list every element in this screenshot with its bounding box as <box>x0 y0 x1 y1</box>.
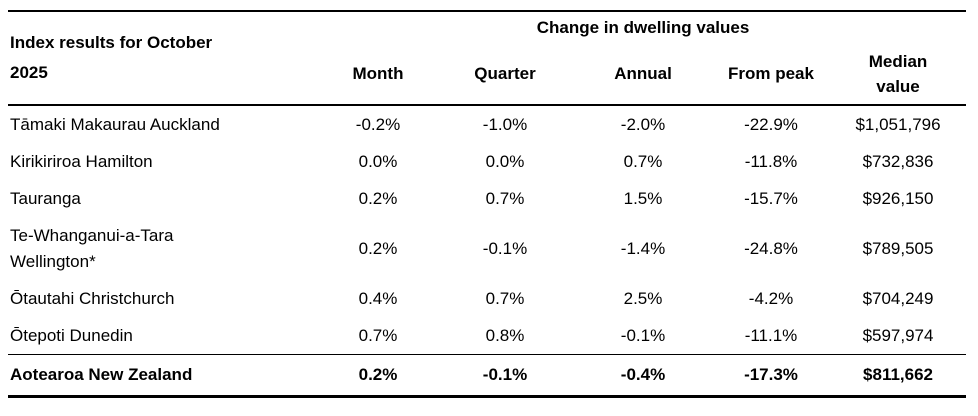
from-peak-cell: -15.7% <box>744 188 798 208</box>
col-header-month: Month <box>352 64 404 84</box>
median-value-cell: $597,974 <box>862 325 934 345</box>
annual-cell: -1.4% <box>620 238 666 258</box>
annual-cell: -0.4% <box>620 365 666 385</box>
annual-cell: 0.7% <box>623 151 663 171</box>
group-header-change-in-dwelling-values: Change in dwelling values <box>536 18 750 38</box>
table-title: Index results for October 2025 <box>10 33 213 82</box>
from-peak-cell: -24.8% <box>744 238 798 258</box>
table-row-dunedin: Ōtepoti Dunedin 0.7% 0.8% -0.1% -11.1% $… <box>8 317 966 355</box>
quarter-cell: 0.7% <box>485 188 525 208</box>
column-header-row: Month Quarter Annual From peak Median va… <box>8 44 966 105</box>
quarter-cell: 0.0% <box>485 151 525 171</box>
month-cell: 0.0% <box>358 151 398 171</box>
from-peak-cell: -17.3% <box>744 365 798 385</box>
region-cell: Ōtepoti Dunedin <box>10 325 133 345</box>
median-value-cell: $926,150 <box>862 188 934 208</box>
table-header: Index results for October 2025 Change in… <box>8 11 967 105</box>
quarter-cell: 0.7% <box>485 288 525 308</box>
month-cell: 0.7% <box>358 325 398 345</box>
median-value-cell: $811,662 <box>863 365 933 385</box>
from-peak-cell: -11.1% <box>744 325 798 345</box>
annual-cell: -2.0% <box>620 114 666 134</box>
table-row-christchurch: Ōtautahi Christchurch 0.4% 0.7% 2.5% -4.… <box>8 280 966 317</box>
region-cell: Ōtautahi Christchurch <box>10 288 175 308</box>
from-peak-cell: -22.9% <box>744 114 798 134</box>
table-row-wellington: Te-Whanganui-a-Tara Wellington* 0.2% -0.… <box>8 217 966 280</box>
annual-cell: 2.5% <box>623 288 663 308</box>
region-cell: Aotearoa New Zealand <box>10 365 193 385</box>
month-cell: 0.2% <box>358 365 398 385</box>
table-row-new-zealand-total: Aotearoa New Zealand 0.2% -0.1% -0.4% -1… <box>8 354 967 397</box>
median-value-cell: $1,051,796 <box>855 114 941 134</box>
median-value-cell: $789,505 <box>862 238 934 258</box>
col-header-annual: Annual <box>614 64 672 84</box>
group-header-row: Index results for October 2025 Change in… <box>8 11 966 82</box>
region-cell: Tauranga <box>10 188 81 208</box>
table-row-tauranga: Tauranga 0.2% 0.7% 1.5% -15.7% $926,150 <box>8 180 966 217</box>
month-cell: 0.4% <box>358 288 398 308</box>
month-cell: -0.2% <box>355 114 401 134</box>
region-cell: Kirikiriroa Hamilton <box>10 151 153 171</box>
from-peak-cell: -11.8% <box>744 151 798 171</box>
quarter-cell: -1.0% <box>482 114 528 134</box>
month-cell: 0.2% <box>358 188 398 208</box>
from-peak-cell: -4.2% <box>748 288 794 308</box>
annual-cell: -0.1% <box>620 325 666 345</box>
median-value-cell: $704,249 <box>862 288 934 308</box>
month-cell: 0.2% <box>358 238 398 258</box>
quarter-cell: -0.1% <box>482 365 528 385</box>
table-body: Tāmaki Makaurau Auckland -0.2% -1.0% -2.… <box>8 105 966 355</box>
table-row-hamilton: Kirikiriroa Hamilton 0.0% 0.0% 0.7% -11.… <box>8 143 966 180</box>
quarter-cell: -0.1% <box>482 238 528 258</box>
dwelling-values-table: Index results for October 2025 Change in… <box>8 10 967 398</box>
region-cell: Tāmaki Makaurau Auckland <box>10 114 220 134</box>
table-footer: Aotearoa New Zealand 0.2% -0.1% -0.4% -1… <box>8 354 967 397</box>
annual-cell: 1.5% <box>623 188 663 208</box>
col-header-median-value: Median value <box>868 51 928 97</box>
col-header-from-peak: From peak <box>728 64 814 84</box>
table-row-auckland: Tāmaki Makaurau Auckland -0.2% -1.0% -2.… <box>8 105 966 143</box>
median-value-cell: $732,836 <box>862 151 934 171</box>
region-cell: Te-Whanganui-a-Tara Wellington* <box>10 226 174 271</box>
col-header-quarter: Quarter <box>474 64 536 84</box>
quarter-cell: 0.8% <box>485 325 525 345</box>
